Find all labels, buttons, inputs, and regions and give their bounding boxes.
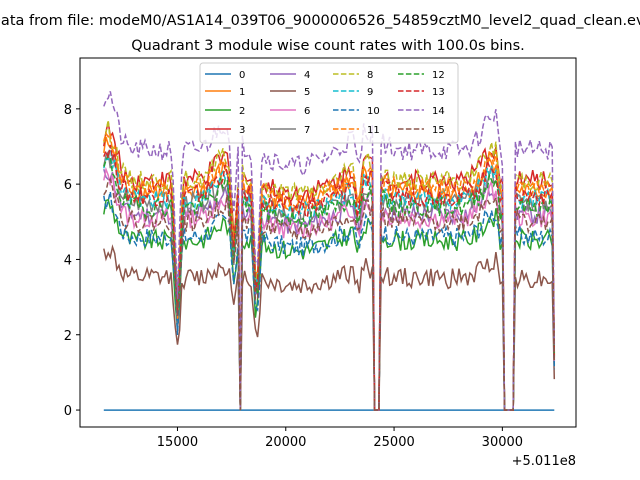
y-tick-label: 4 [64,253,72,268]
series-line-15 [103,177,556,411]
legend-label-0: 0 [239,70,245,81]
legend-label-8: 8 [367,70,373,81]
series-line-13 [103,144,556,411]
legend-label-13: 13 [432,87,445,98]
legend-label-11: 11 [367,125,380,136]
y-tick-label: 0 [64,404,72,419]
y-tick-label: 2 [64,329,72,344]
x-tick-label: 20000 [265,435,306,450]
legend-label-4: 4 [304,70,310,81]
legend-label-1: 1 [239,87,245,98]
x-tick-label: 30000 [482,435,523,450]
y-axis: 0 2 4 6 8 [64,103,80,419]
legend-label-7: 7 [304,125,310,136]
legend-label-12: 12 [432,70,445,81]
x-tick-label: 15000 [157,435,198,450]
series-line-5 [103,244,556,411]
plot-frame [79,57,577,428]
series-line-14 [103,91,556,411]
x-tick-label: 25000 [373,435,414,450]
x-axis: 15000 20000 25000 30000 [157,427,523,450]
x-offset-label: +5.011e8 [512,454,576,469]
chart-suptitle: Data from file: modeM0/AS1A14_039T06_900… [0,13,640,29]
legend-label-5: 5 [304,87,310,98]
y-tick-label: 6 [64,178,72,193]
legend-label-3: 3 [239,125,245,136]
chart-title: Quadrant 3 module wise count rates with … [131,38,525,54]
legend-label-9: 9 [367,87,373,98]
legend-box [199,62,459,144]
legend-label-10: 10 [367,106,380,117]
y-tick-label: 8 [64,103,72,118]
legend-label-2: 2 [239,106,245,117]
legend-label-15: 15 [432,125,445,136]
legend-label-6: 6 [304,106,310,117]
legend-label-14: 14 [432,106,445,117]
series-lines [103,91,556,411]
